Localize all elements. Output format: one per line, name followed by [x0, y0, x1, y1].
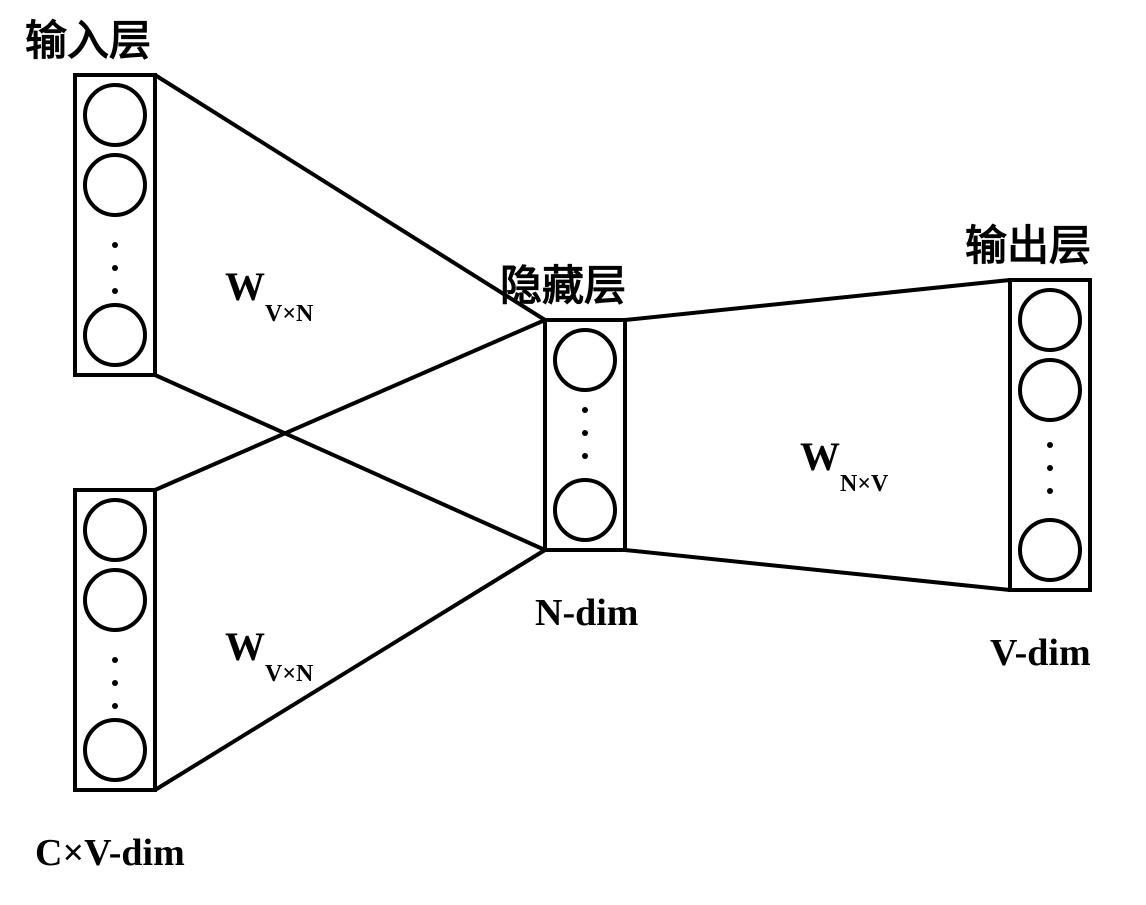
label-hidden: 隐藏层	[500, 263, 626, 310]
label-weight-bottom: WV×N	[225, 624, 314, 687]
input-layer-bottom	[75, 490, 155, 790]
output-layer	[1010, 280, 1090, 590]
hidden-layer	[545, 320, 625, 550]
label-hidden-dim: N-dim	[535, 592, 638, 634]
nn-diagram: 输入层 隐藏层 输出层 C×V-dim N-dim V-dim WV×N WV×…	[0, 0, 1146, 905]
label-output-dim: V-dim	[990, 632, 1091, 674]
label-weight-top: WV×N	[225, 264, 314, 327]
label-input-dim: C×V-dim	[35, 832, 185, 874]
label-weight-out: WN×V	[800, 434, 889, 497]
label-output: 输出层	[965, 223, 1091, 270]
label-input: 输入层	[25, 18, 151, 65]
input-layer-top	[75, 75, 155, 375]
